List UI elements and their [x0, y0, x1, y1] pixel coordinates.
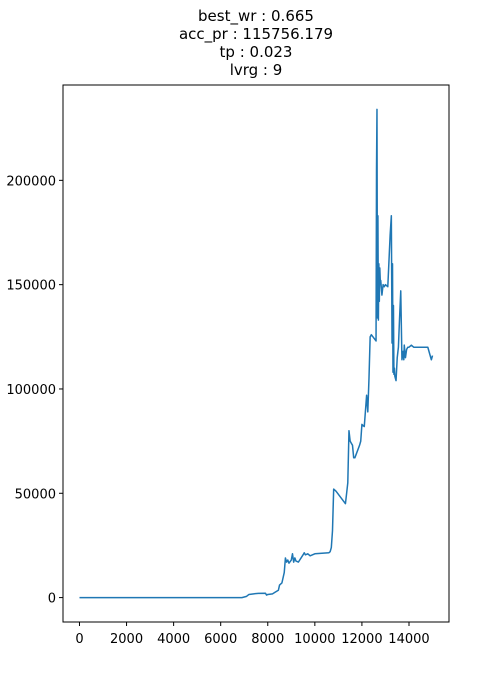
x-tick-label: 0	[75, 632, 83, 647]
chart-title-line-1: best_wr : 0.665	[198, 7, 314, 26]
y-tick-label: 200000	[6, 174, 56, 189]
x-tick-label: 8000	[251, 632, 284, 647]
plot-area-frame	[62, 84, 450, 623]
x-tick-label: 2000	[110, 632, 143, 647]
x-tick-label: 6000	[204, 632, 237, 647]
chart-title-line-2: acc_pr : 115756.179	[179, 25, 333, 44]
y-tick-label: 50000	[15, 487, 56, 502]
chart-title-line-3: tp : 0.023	[220, 43, 293, 61]
y-tick-label: 150000	[6, 279, 56, 294]
chart-title-line-4: lvrg : 9	[230, 61, 283, 79]
x-tick-label: 12000	[341, 632, 382, 647]
x-tick-label: 4000	[157, 632, 190, 647]
x-tick-label: 10000	[294, 632, 335, 647]
data-series-line	[79, 108, 434, 599]
y-tick-label: 100000	[6, 383, 56, 398]
x-tick-label: 14000	[388, 632, 429, 647]
y-tick-label: 0	[48, 592, 56, 607]
